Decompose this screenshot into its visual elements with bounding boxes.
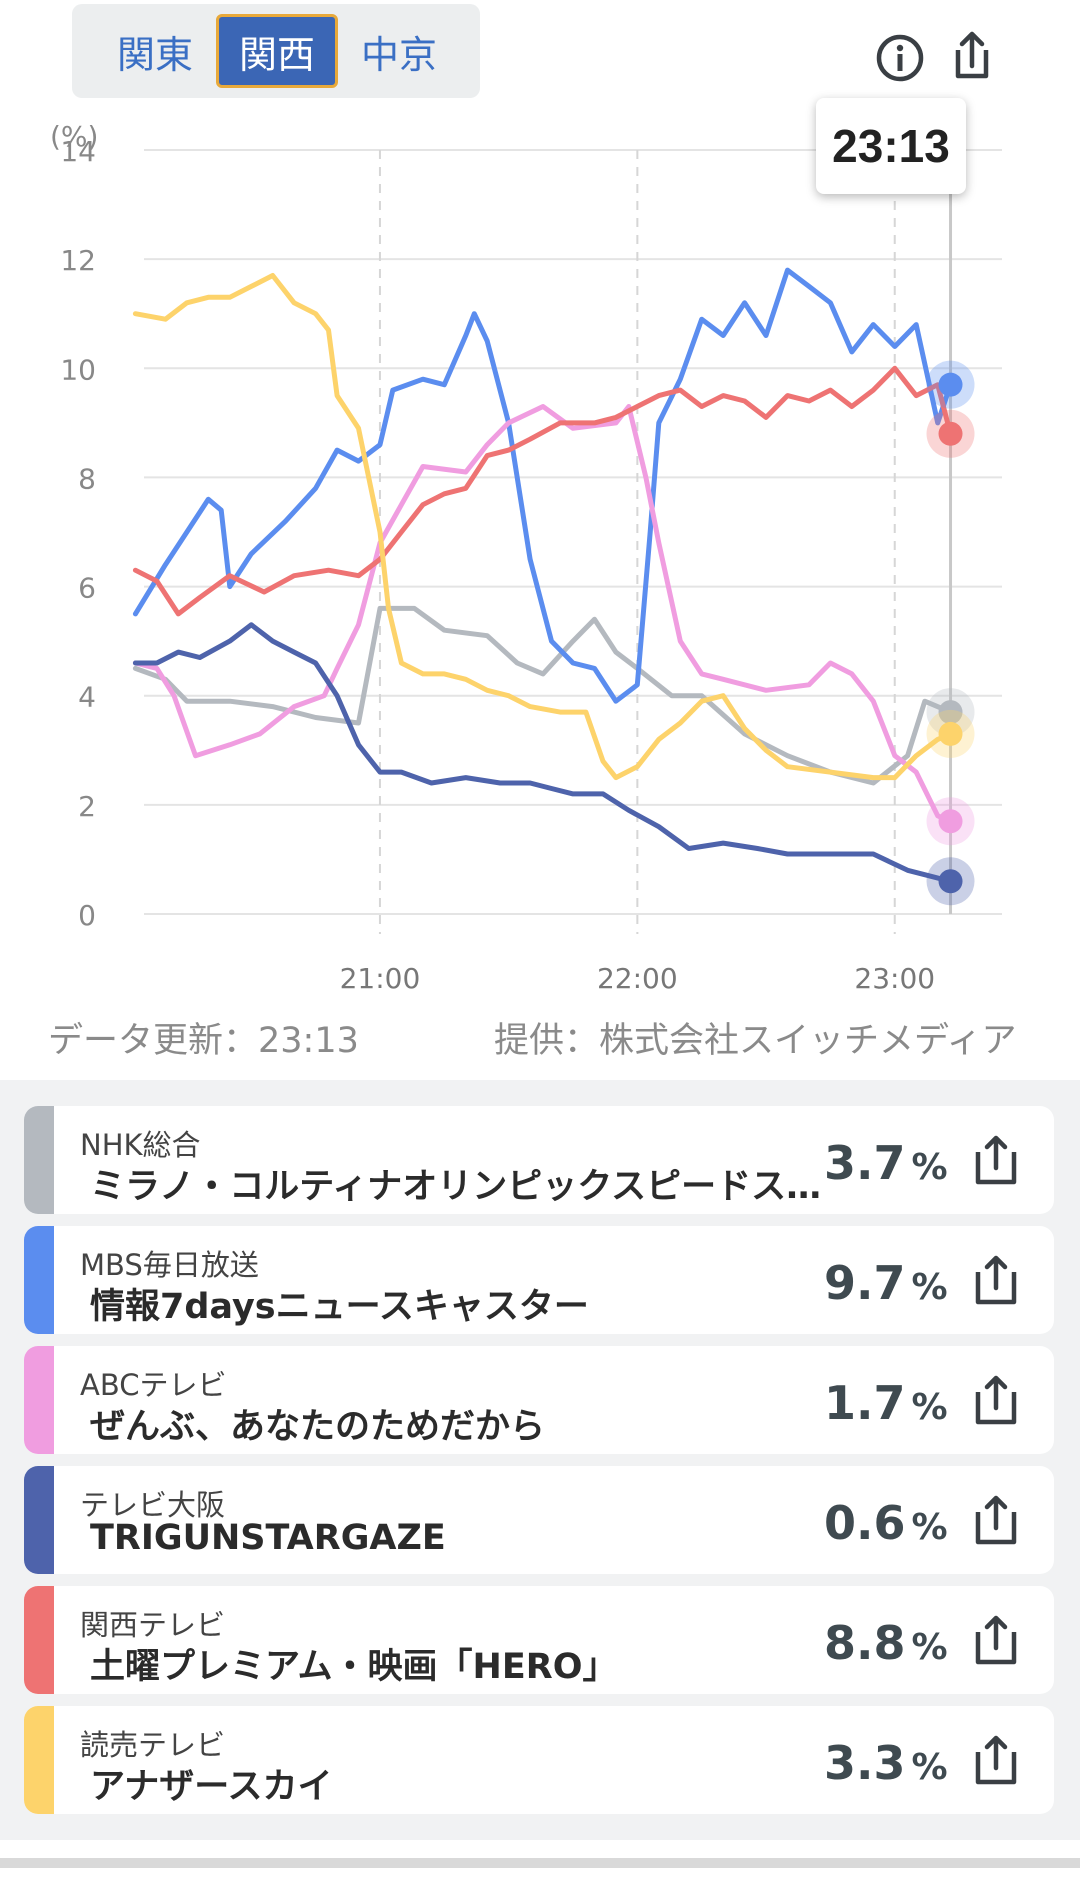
- channel-card-abc[interactable]: ABCテレビ ぜんぶ、あなたのためだから 1.7%: [24, 1346, 1054, 1454]
- series-line: [132, 622, 953, 884]
- series-marker[interactable]: [938, 372, 963, 397]
- series-line: [132, 404, 953, 824]
- share-icon[interactable]: [970, 1732, 1022, 1788]
- channel-color-bar: [24, 1106, 54, 1214]
- program-title: アナザースカイ: [90, 1767, 333, 1807]
- y-tick-label: 14: [60, 135, 96, 168]
- share-icon[interactable]: [970, 1132, 1022, 1188]
- y-axis-label: (%): [50, 120, 98, 153]
- channel-name: NHK総合: [80, 1128, 201, 1162]
- program-title: 土曜プレミアム・映画「HERO」: [90, 1647, 618, 1687]
- channel-name: 関西テレビ: [80, 1608, 226, 1642]
- share-icon[interactable]: [970, 1492, 1022, 1548]
- series-marker[interactable]: [938, 421, 963, 446]
- rating-value: 3.7%: [824, 1136, 948, 1190]
- channel-color-bar: [24, 1706, 54, 1814]
- program-title: 情報7daysニュースキャスター: [90, 1287, 589, 1327]
- channel-color-bar: [24, 1466, 54, 1574]
- y-tick-label: 10: [60, 353, 96, 386]
- channel-color-bar: [24, 1586, 54, 1694]
- data-updated-label: データ更新：23:13: [48, 1021, 359, 1061]
- tab-kansai[interactable]: 関西: [216, 14, 338, 88]
- region-tabs: 関東 関西 中京: [72, 4, 480, 98]
- program-title: ミラノ・コルティナオリンピックスピードスケート: [90, 1167, 830, 1207]
- y-tick-label: 0: [78, 899, 96, 932]
- share-icon[interactable]: [970, 1252, 1022, 1308]
- channel-name: MBS毎日放送: [80, 1248, 259, 1282]
- rating-value: 3.3%: [824, 1736, 948, 1790]
- rating-value: 9.7%: [824, 1256, 948, 1310]
- tab-kanto[interactable]: 関東: [116, 32, 193, 77]
- ratings-chart: 0 2 4 6 8 10 12 14(%) 21:00 22:00 23:00: [50, 120, 1002, 995]
- series-marker[interactable]: [938, 721, 963, 746]
- series-line: [132, 273, 953, 781]
- series-line: [132, 365, 953, 617]
- channel-color-bar: [24, 1346, 54, 1454]
- share-icon[interactable]: [940, 26, 1004, 90]
- y-tick-label: 12: [60, 244, 96, 277]
- channel-name: テレビ大阪: [80, 1488, 226, 1522]
- x-tick-label: 22:00: [597, 962, 678, 995]
- channel-color-bar: [24, 1226, 54, 1334]
- series-line: [132, 267, 953, 704]
- data-source-label: 提供：株式会社スイッチメディア: [494, 1021, 1017, 1061]
- cursor-time-tooltip: 23:13: [816, 98, 966, 194]
- channel-card-nhk[interactable]: NHK総合 ミラノ・コルティナオリンピックスピードスケート 3.7%: [24, 1106, 1054, 1214]
- program-title: ぜんぶ、あなたのためだから: [90, 1407, 546, 1447]
- y-tick-label: 4: [78, 681, 96, 714]
- channel-name: 読売テレビ: [80, 1728, 226, 1762]
- channel-card-ytv[interactable]: 読売テレビ アナザースカイ 3.3%: [24, 1706, 1054, 1814]
- channel-card-tv-osaka[interactable]: テレビ大阪 TRIGUNSTARGAZE 0.6%: [24, 1466, 1054, 1574]
- channel-card-kansai-tv[interactable]: 関西テレビ 土曜プレミアム・映画「HERO」 8.8%: [24, 1586, 1054, 1694]
- rating-value: 0.6%: [824, 1496, 948, 1550]
- share-icon[interactable]: [970, 1372, 1022, 1428]
- x-tick-label: 21:00: [340, 962, 421, 995]
- bottom-divider: [0, 1858, 1080, 1868]
- tab-chukyo[interactable]: 中京: [360, 32, 437, 77]
- series-marker[interactable]: [938, 869, 963, 894]
- rating-value: 1.7%: [824, 1376, 948, 1430]
- info-icon[interactable]: [868, 26, 932, 90]
- x-tick-label: 23:00: [854, 962, 935, 995]
- share-icon[interactable]: [970, 1612, 1022, 1668]
- series-marker[interactable]: [938, 700, 963, 725]
- y-tick-label: 2: [78, 790, 96, 823]
- y-tick-label: 8: [78, 462, 96, 495]
- series-marker[interactable]: [938, 809, 963, 834]
- rating-value: 8.8%: [824, 1616, 948, 1670]
- channel-name: ABCテレビ: [80, 1368, 227, 1402]
- program-title: TRIGUNSTARGAZE: [90, 1518, 446, 1558]
- y-tick-label: 6: [78, 572, 96, 605]
- channel-card-mbs[interactable]: MBS毎日放送 情報7daysニュースキャスター 9.7%: [24, 1226, 1054, 1334]
- channel-list: NHK総合 ミラノ・コルティナオリンピックスピードスケート 3.7% MBS毎日…: [0, 1080, 1080, 1840]
